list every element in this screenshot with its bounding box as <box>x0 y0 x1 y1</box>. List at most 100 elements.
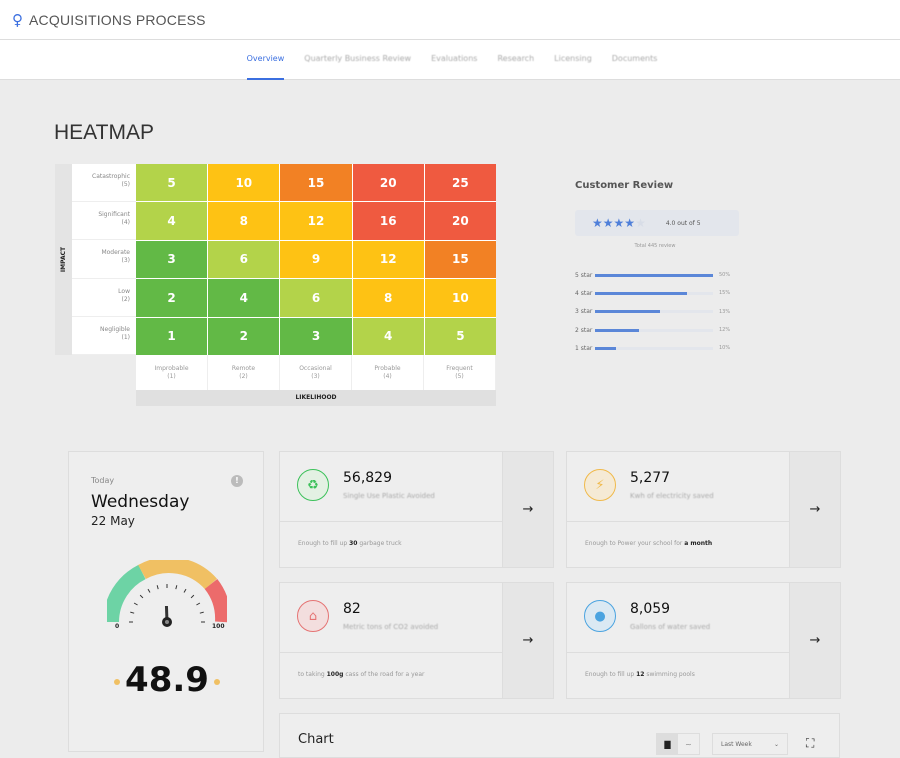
star-rating-icon: ★★★★★ <box>592 216 646 230</box>
gauge-tick <box>133 602 138 606</box>
row-name: Low <box>118 287 130 295</box>
row-name: Significant <box>98 211 130 219</box>
tab-overview[interactable]: Overview <box>246 54 285 80</box>
user-pin-icon: ♀ <box>12 10 23 29</box>
gauge-tick <box>183 588 187 593</box>
info-icon[interactable]: ! <box>231 475 243 487</box>
row-name: Catastrophic <box>92 173 130 180</box>
arrow-right-icon[interactable]: → <box>789 583 840 698</box>
stat-label: Single Use Plastic Avoided <box>343 492 435 500</box>
rating-summary: ★★★★★ 4.0 out of 5 <box>575 210 739 236</box>
row-name: Moderate <box>101 249 130 257</box>
impact-label: IMPACT <box>60 246 68 273</box>
total-reviews: Total 445 review <box>634 243 676 249</box>
footnote-highlight: 30 <box>349 540 358 547</box>
gauge-value: 48.9 <box>125 660 209 700</box>
column-name: Frequent <box>446 365 473 372</box>
arrow-right-icon[interactable]: → <box>502 452 553 567</box>
arrow-right-icon[interactable]: → <box>789 452 840 567</box>
footnote-highlight: 12 <box>636 671 645 678</box>
footnote-text: garbage truck <box>357 540 402 547</box>
star-icon: ★ <box>635 216 646 230</box>
arrow-right-icon[interactable]: → <box>502 583 553 698</box>
footnote-text: Enough to fill up <box>585 671 637 678</box>
gauge <box>107 560 227 627</box>
heatmap-cell: 8 <box>352 279 424 317</box>
heatmap-cell: 10 <box>424 279 496 317</box>
likelihood-axis-label: LIKELIHOOD <box>136 390 496 406</box>
date: 22 May <box>91 514 135 528</box>
heatmap-cell: 4 <box>136 202 208 240</box>
rating-bar-track <box>595 273 713 277</box>
row-label: Low (2) <box>72 279 136 317</box>
stat-footnote: to taking 100g cass of the road for a ye… <box>298 671 424 678</box>
chevron-down-icon: ⌄ <box>773 740 779 748</box>
column-name: Occasional <box>299 365 332 372</box>
bar-chart-icon[interactable]: ▇ <box>657 734 678 754</box>
stat-card: ⌂ 82 Metric tons of CO2 avoided to taking 1… <box>279 582 554 699</box>
rating-bar-track <box>595 328 713 332</box>
stat-top: ⌂ 82 Metric tons of CO2 avoided <box>280 583 502 653</box>
column-score: (4) <box>383 373 392 380</box>
column-score: (5) <box>455 373 464 380</box>
heatmap-cell: 12 <box>280 202 352 240</box>
page-title: HEATMAP <box>54 121 154 144</box>
chart-card: Chart ▇ ~ Last Week ⌄ ⛶ <box>279 713 840 758</box>
heatmap-cell: 10 <box>208 164 280 202</box>
row-score: (3) <box>121 257 131 265</box>
gauge-tick <box>139 594 144 599</box>
app-title: ACQUISITIONS PROCESS <box>29 11 206 28</box>
row-label: Significant (4) <box>72 202 136 241</box>
customer-review-card: Customer Review ★★★★★ 4.0 out of 5 Total… <box>565 170 745 360</box>
row-score: (5) <box>121 181 131 188</box>
impact-axis-label: IMPACT <box>55 164 72 355</box>
heatmap-cell: 20 <box>424 202 496 240</box>
heatmap-cell: 5 <box>136 164 208 202</box>
rating-bar-label: 5 star <box>575 271 593 279</box>
heatmap-cell: 6 <box>208 240 280 279</box>
rating-bars: 5 star 50% 4 star 15% 3 star 13% 2 star 12% 1 st… <box>575 266 745 357</box>
tab-documents[interactable]: Documents <box>611 54 658 63</box>
heatmap-cell: 9 <box>280 240 352 279</box>
rating-bar-fill <box>595 291 688 295</box>
row-score: (4) <box>121 219 131 227</box>
stat-card: ♻ 56,829 Single Use Plastic Avoided Enough … <box>279 451 554 568</box>
heatmap-cell: 6 <box>280 279 352 317</box>
gauge-mid-segment <box>138 560 217 590</box>
row-name: Negligible <box>100 325 130 333</box>
stat-value: 82 <box>343 601 361 617</box>
stat-label: Gallons of water saved <box>630 623 711 631</box>
stat-label: Metric tons of CO2 avoided <box>343 623 439 631</box>
water-drop-icon: ● <box>584 600 616 632</box>
heatmap-cell: 3 <box>136 240 208 279</box>
rating-bar-fill <box>595 328 639 332</box>
gauge-min: 0 <box>115 623 120 630</box>
column-label: Occasional (3) <box>280 355 352 390</box>
rating-bar-percent: 12% <box>719 327 731 334</box>
stat-footnote: Enough to fill up 12 swimming pools <box>585 671 695 678</box>
today-label: Today <box>91 476 115 485</box>
heatmap-cell: 4 <box>352 317 424 355</box>
rating-bar-row: 3 star 13% <box>575 303 745 321</box>
stat-top: ♻ 56,829 Single Use Plastic Avoided <box>280 452 502 522</box>
chart-title: Chart <box>298 732 334 747</box>
fullscreen-icon[interactable]: ⛶ <box>806 736 815 750</box>
heatmap-cell: 12 <box>352 240 424 279</box>
footnote-text: Enough to fill up <box>298 540 350 547</box>
tab-quarterly-business-review[interactable]: Quarterly Business Review <box>304 54 412 63</box>
tab-evaluations[interactable]: Evaluations <box>431 54 478 63</box>
tab-research[interactable]: Research <box>497 54 535 63</box>
line-chart-icon[interactable]: ~ <box>685 739 692 749</box>
stat-value: 56,829 <box>343 470 392 486</box>
tab-licensing[interactable]: Licensing <box>554 54 592 63</box>
column-name: Probable <box>374 365 401 372</box>
gauge-tick <box>190 594 195 599</box>
column-label: Remote (2) <box>208 355 280 390</box>
footnote-highlight: 100g <box>326 671 344 678</box>
heatmap-cell: 3 <box>280 317 352 355</box>
rating-bar-track <box>595 310 713 314</box>
stat-footnote: Enough to Power your school for a month <box>585 540 712 547</box>
gauge-tick <box>156 585 159 590</box>
heatmap-cell: 16 <box>352 202 424 240</box>
stat-label: Kwh of electricity saved <box>630 492 714 500</box>
